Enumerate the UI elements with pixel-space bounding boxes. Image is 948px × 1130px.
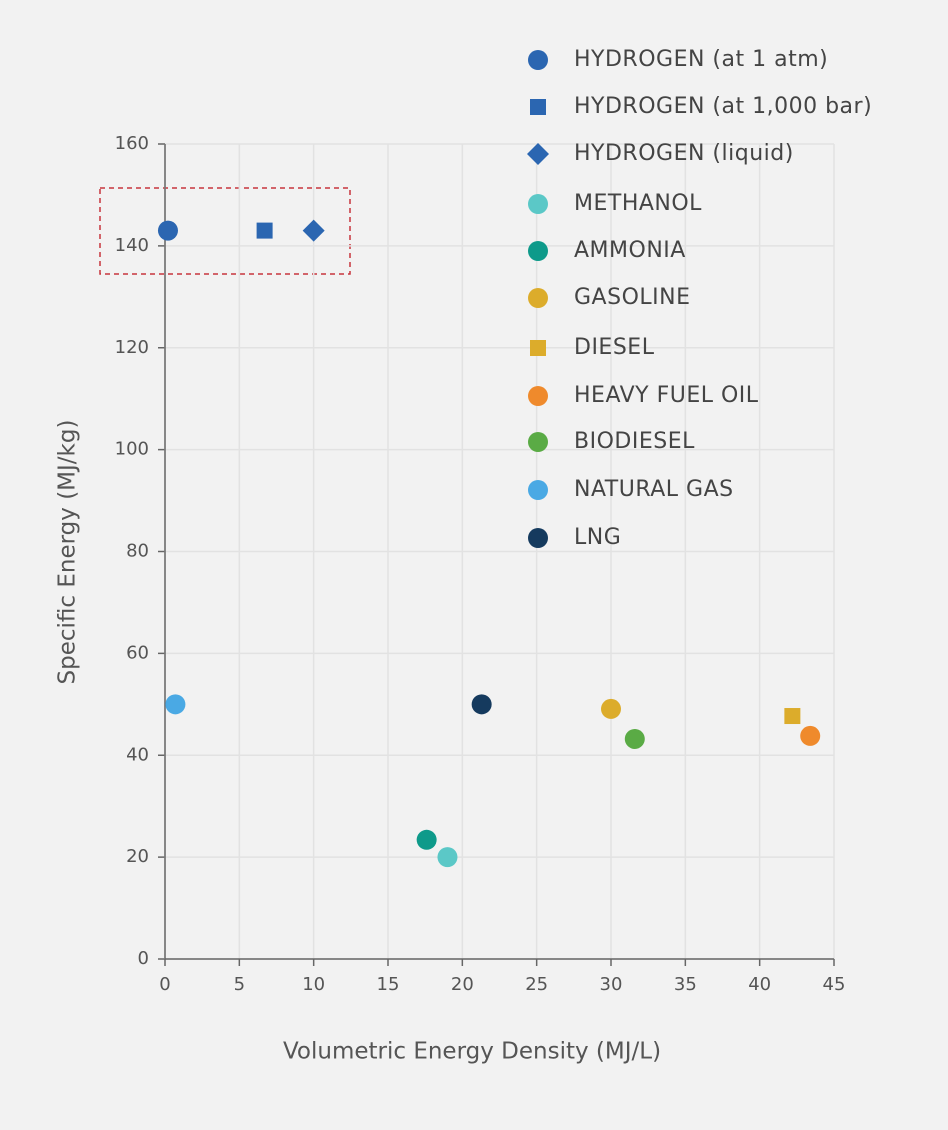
x-axis-title: Volumetric Energy Density (MJ/L): [283, 1039, 661, 1065]
y-tick-label: 160: [115, 133, 149, 154]
data-point: [157, 220, 178, 241]
data-point: [471, 694, 492, 715]
legend-marker: [528, 241, 548, 261]
highlight-box: [99, 187, 351, 275]
legend-label: HEAVY FUEL OIL: [574, 383, 759, 408]
x-tick-label: 40: [748, 974, 771, 995]
data-point: [437, 847, 458, 868]
legend-marker: [528, 194, 548, 214]
x-tick-label: 25: [525, 974, 548, 995]
y-tick-label: 120: [115, 337, 149, 358]
legend-label: LNG: [574, 525, 621, 550]
data-point: [302, 219, 325, 242]
data-point: [165, 694, 186, 715]
data-point: [800, 725, 821, 746]
legend-label: AMMONIA: [574, 238, 686, 263]
x-tick-label: 10: [302, 974, 325, 995]
x-tick-label: 0: [159, 974, 170, 995]
legend-label: HYDROGEN (at 1,000 bar): [574, 94, 872, 119]
data-point: [416, 829, 437, 850]
legend-marker: [528, 432, 548, 452]
y-tick-label: 0: [138, 948, 149, 969]
x-tick-label: 15: [377, 974, 400, 995]
legend-marker: [528, 288, 548, 308]
legend-marker: [530, 99, 546, 115]
y-tick-label: 20: [126, 846, 149, 867]
legend-label: HYDROGEN (liquid): [574, 141, 794, 166]
legend-label: BIODIESEL: [574, 429, 695, 454]
x-tick-label: 20: [451, 974, 474, 995]
x-tick-label: 45: [823, 974, 846, 995]
y-tick-label: 80: [126, 541, 149, 562]
x-tick-label: 35: [674, 974, 697, 995]
y-axis-title: Specific Energy (MJ/kg): [55, 420, 81, 685]
data-point: [624, 728, 645, 749]
legend-marker: [528, 386, 548, 406]
legend-marker: [528, 480, 548, 500]
y-tick-label: 140: [115, 235, 149, 256]
x-tick-label: 5: [234, 974, 245, 995]
y-tick-label: 100: [115, 439, 149, 460]
y-tick-label: 60: [126, 642, 149, 663]
legend-marker: [527, 143, 549, 165]
legend-label: GASOLINE: [574, 285, 690, 310]
legend-marker: [530, 340, 546, 356]
data-point: [784, 708, 801, 725]
legend-label: DIESEL: [574, 335, 655, 360]
legend-label: HYDROGEN (at 1 atm): [574, 47, 828, 72]
legend-label: NATURAL GAS: [574, 477, 734, 502]
legend-marker: [528, 528, 548, 548]
legend-label: METHANOL: [574, 191, 702, 216]
x-tick-label: 30: [600, 974, 623, 995]
y-tick-label: 40: [126, 744, 149, 765]
data-point: [601, 698, 621, 719]
legend-marker: [528, 50, 548, 70]
data-point: [256, 222, 273, 239]
